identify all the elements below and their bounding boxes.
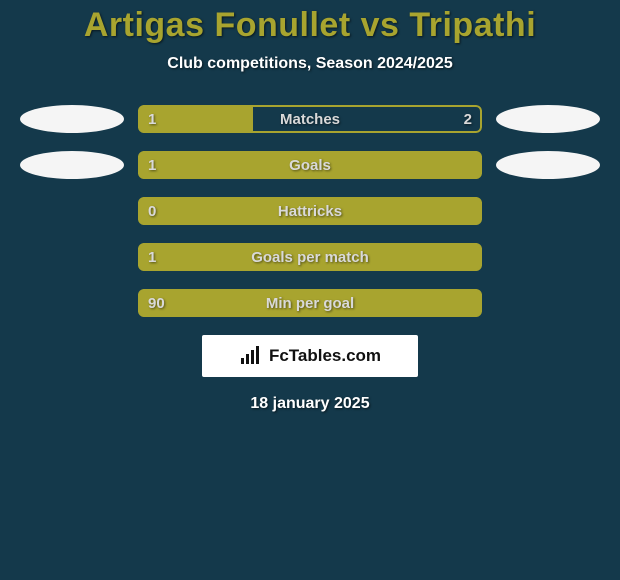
stat-value-left: 1 bbox=[148, 151, 156, 179]
stats-chart: 12Matches1Goals0Hattricks1Goals per matc… bbox=[0, 105, 620, 317]
stat-value-left: 1 bbox=[148, 105, 156, 133]
bars-icon bbox=[239, 346, 263, 366]
stat-value-left: 90 bbox=[148, 289, 165, 317]
stat-bar: 90Min per goal bbox=[138, 289, 482, 317]
subtitle: Club competitions, Season 2024/2025 bbox=[0, 55, 620, 73]
stat-bar: 1Goals bbox=[138, 151, 482, 179]
stat-bar-fill bbox=[138, 197, 482, 225]
page-title: Artigas Fonullet vs Tripathi bbox=[0, 6, 620, 45]
stat-row: 1Goals per match bbox=[0, 243, 620, 271]
stat-bar-fill bbox=[138, 151, 482, 179]
stat-bar: 1Goals per match bbox=[138, 243, 482, 271]
left-team-marker bbox=[20, 151, 124, 179]
stat-row: 0Hattricks bbox=[0, 197, 620, 225]
comparison-infographic: Artigas Fonullet vs Tripathi Club compet… bbox=[0, 0, 620, 580]
stat-value-left: 0 bbox=[148, 197, 156, 225]
stat-bar: 0Hattricks bbox=[138, 197, 482, 225]
left-team-marker bbox=[20, 105, 124, 133]
date-text: 18 january 2025 bbox=[0, 395, 620, 413]
stat-row: 1Goals bbox=[0, 151, 620, 179]
stat-row: 12Matches bbox=[0, 105, 620, 133]
stat-value-right: 2 bbox=[464, 105, 472, 133]
right-team-marker bbox=[496, 105, 600, 133]
stat-bar-fill bbox=[138, 289, 482, 317]
stat-bar: 12Matches bbox=[138, 105, 482, 133]
right-team-marker bbox=[496, 151, 600, 179]
stat-value-left: 1 bbox=[148, 243, 156, 271]
stat-bar-fill bbox=[138, 243, 482, 271]
stat-row: 90Min per goal bbox=[0, 289, 620, 317]
branding-text: FcTables.com bbox=[269, 346, 381, 366]
branding-badge: FcTables.com bbox=[202, 335, 418, 377]
